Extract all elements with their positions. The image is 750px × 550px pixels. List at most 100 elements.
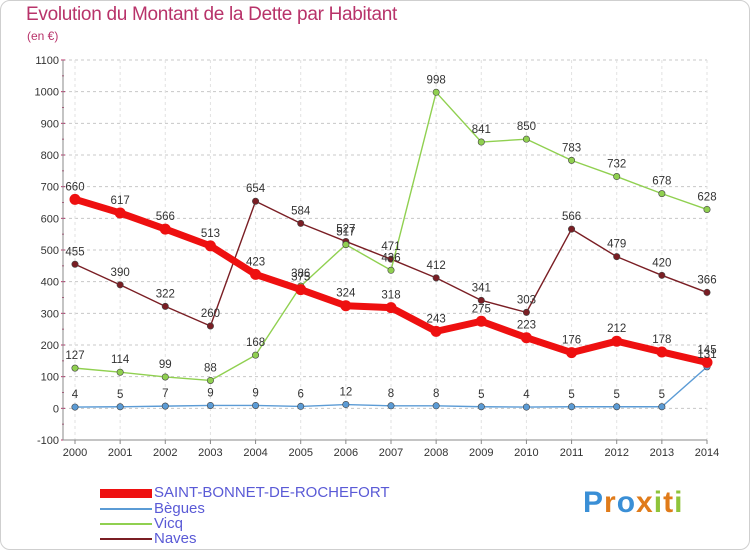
data-point: [206, 322, 214, 330]
data-point: [69, 193, 81, 205]
data-point: [159, 223, 171, 235]
data-point: [611, 335, 623, 347]
legend-label: Vicq: [154, 515, 183, 532]
data-point: [161, 373, 169, 381]
data-label: 5: [478, 389, 484, 401]
data-point: [656, 346, 668, 358]
brand-letter: o: [616, 486, 637, 519]
axis-layer: -100 0 100 200 300 400 500 600 700 800 900 1000 1100…: [35, 55, 720, 459]
data-point: [71, 364, 79, 372]
x-tick-label: 2014: [695, 447, 719, 459]
data-point: [568, 403, 576, 411]
data-point: [701, 356, 713, 368]
data-label: 6: [298, 388, 304, 400]
x-tick-label: 2006: [334, 447, 358, 459]
data-label: 260: [201, 308, 220, 320]
data-point: [477, 296, 485, 304]
chart-subtitle: (en €): [27, 29, 59, 43]
data-label: 517: [336, 227, 355, 239]
data-point: [297, 402, 305, 410]
data-label: 375: [291, 272, 310, 284]
data-label: 8: [388, 388, 394, 400]
data-label: 390: [111, 267, 130, 279]
data-point: [566, 347, 578, 359]
data-point: [520, 332, 532, 344]
data-point: [432, 88, 440, 96]
data-point: [250, 268, 262, 280]
x-tick-label: 2002: [153, 447, 177, 459]
data-label: 88: [204, 362, 217, 374]
data-point: [522, 135, 530, 143]
data-label: 660: [65, 181, 84, 193]
data-point: [522, 403, 530, 411]
data-point: [613, 173, 621, 181]
data-label: 436: [381, 252, 400, 264]
data-point: [522, 308, 530, 316]
data-label: 131: [697, 349, 716, 361]
x-tick-label: 2011: [560, 447, 584, 459]
data-label: 168: [246, 337, 265, 349]
data-label: 303: [517, 294, 536, 306]
data-point: [477, 138, 485, 146]
x-tick-label: 2000: [63, 447, 87, 459]
data-label-layer: 4553903222606545845274714123413035664794…: [65, 74, 716, 401]
data-label: 9: [207, 387, 213, 399]
data-label: 783: [562, 142, 581, 154]
data-label: 628: [697, 191, 716, 203]
y-tick-label: -100: [37, 435, 59, 447]
data-label: 566: [562, 211, 581, 223]
data-label: 850: [517, 121, 536, 133]
y-tick-label: 1000: [35, 87, 59, 99]
data-label: 4: [72, 389, 79, 401]
data-label: 12: [339, 387, 352, 399]
data-point: [613, 403, 621, 411]
data-point: [477, 403, 485, 411]
data-label: 423: [246, 256, 265, 268]
data-point: [204, 240, 216, 252]
data-label: 5: [659, 389, 665, 401]
y-tick-label: 700: [41, 182, 59, 194]
data-point: [342, 241, 350, 249]
data-label: 471: [381, 241, 400, 253]
data-label: 527: [336, 223, 355, 235]
data-label: 318: [381, 290, 400, 302]
data-point: [252, 401, 260, 409]
data-label: 566: [156, 211, 175, 223]
y-tick-label: 0: [53, 403, 59, 415]
x-tick-label: 2007: [379, 447, 403, 459]
data-label: 420: [652, 257, 671, 269]
brand-letter: r: [604, 486, 617, 519]
brand-letter: t: [663, 486, 675, 519]
data-label: 412: [427, 260, 446, 272]
x-tick-label: 2010: [514, 447, 538, 459]
data-point: [432, 274, 440, 282]
data-label: 243: [427, 313, 446, 325]
x-tick-label: 2008: [424, 447, 448, 459]
data-label: 176: [562, 335, 581, 347]
data-point: [387, 402, 395, 410]
data-point: [430, 325, 442, 337]
y-tick-label: 100: [41, 372, 59, 384]
x-tick-label: 2012: [604, 447, 628, 459]
data-label: 479: [607, 239, 626, 251]
y-tick-label: 400: [41, 277, 59, 289]
data-point: [342, 401, 350, 409]
x-tick-label: 2001: [108, 447, 132, 459]
data-label: 322: [156, 288, 175, 300]
data-label: 341: [472, 282, 491, 294]
legend-swatch: [100, 538, 152, 540]
data-label: 212: [607, 323, 626, 335]
chart-title: Evolution du Montant de la Dette par Hab…: [26, 4, 397, 25]
y-tick-label: 900: [41, 118, 59, 130]
data-point: [161, 402, 169, 410]
brand-letter: i: [674, 486, 684, 519]
y-tick-label: 300: [41, 308, 59, 320]
x-tick-label: 2003: [198, 447, 222, 459]
data-point: [71, 260, 79, 268]
y-tick-label: 500: [41, 245, 59, 257]
data-point: [295, 284, 307, 296]
data-label: 223: [517, 320, 536, 332]
data-point: [114, 207, 126, 219]
data-label: 841: [472, 124, 491, 136]
